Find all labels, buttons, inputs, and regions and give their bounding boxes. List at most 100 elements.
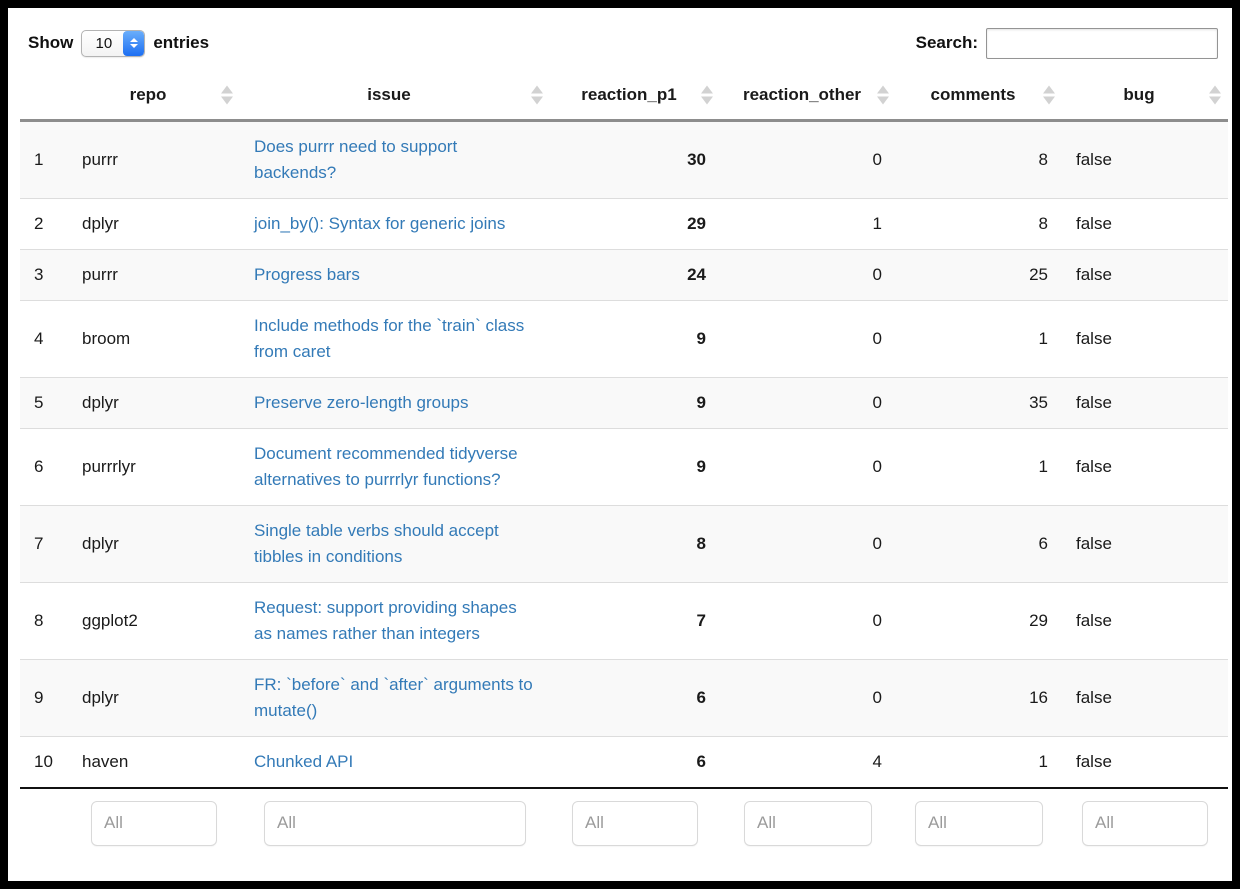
issue-link[interactable]: Request: support providing shapes as nam… xyxy=(254,597,517,643)
reaction-other-cell: 0 xyxy=(720,376,896,428)
column-header-repo[interactable]: repo xyxy=(68,72,240,122)
reaction-p1-cell: 7 xyxy=(550,581,720,659)
filter-cell-rownum xyxy=(20,787,68,858)
reaction-other-cell: 0 xyxy=(720,299,896,377)
sort-both-icon xyxy=(531,85,543,105)
bug-cell: false xyxy=(1062,735,1228,789)
rownum-cell: 4 xyxy=(20,299,68,377)
issue-link[interactable]: FR: `before` and `after` arguments to mu… xyxy=(254,674,533,720)
bug-cell: false xyxy=(1062,504,1228,582)
rownum-cell: 10 xyxy=(20,735,68,789)
table-row: 4 broom Include methods for the `train` … xyxy=(20,299,1228,377)
column-header-issue[interactable]: issue xyxy=(240,72,550,122)
bug-cell: false xyxy=(1062,427,1228,505)
table-filter-row xyxy=(20,787,1228,858)
bug-cell: false xyxy=(1062,197,1228,249)
issue-link[interactable]: Progress bars xyxy=(254,264,360,284)
repo-cell: purrr xyxy=(68,248,240,300)
column-header-reaction-p1[interactable]: reaction_p1 xyxy=(550,72,720,122)
column-header-label: reaction_p1 xyxy=(581,85,677,105)
filter-input-bug[interactable] xyxy=(1082,800,1208,846)
table-row: 2 dplyr join_by(): Syntax for generic jo… xyxy=(20,197,1228,249)
search-input[interactable] xyxy=(986,27,1218,59)
table-row: 10 haven Chunked API 6 4 1 false xyxy=(20,735,1228,789)
bug-cell: false xyxy=(1062,248,1228,300)
sort-both-icon xyxy=(1209,85,1221,105)
bug-cell: false xyxy=(1062,658,1228,736)
filter-row xyxy=(20,787,1228,858)
repo-cell: purrrlyr xyxy=(68,427,240,505)
bug-cell: false xyxy=(1062,299,1228,377)
table-header: repo issue reaction_p1 reaction_other xyxy=(20,72,1228,122)
sort-both-icon xyxy=(1043,85,1055,105)
issue-link[interactable]: Single table verbs should accept tibbles… xyxy=(254,520,499,566)
filter-input-repo[interactable] xyxy=(91,800,217,846)
column-header-label: repo xyxy=(129,85,167,105)
reaction-other-cell: 0 xyxy=(720,504,896,582)
header-row: repo issue reaction_p1 reaction_other xyxy=(20,72,1228,122)
reaction-p1-cell: 9 xyxy=(550,299,720,377)
reaction-other-cell: 0 xyxy=(720,427,896,505)
issue-link[interactable]: Chunked API xyxy=(254,751,354,771)
page-length-select[interactable]: 10 xyxy=(81,29,146,57)
reaction-other-cell: 0 xyxy=(720,248,896,300)
column-header-label: issue xyxy=(367,85,411,105)
entries-label: entries xyxy=(153,33,210,52)
reaction-p1-cell: 9 xyxy=(550,427,720,505)
issue-link[interactable]: Document recommended tidyverse alternati… xyxy=(254,443,518,489)
repo-cell: dplyr xyxy=(68,376,240,428)
table-row: 1 purrr Does purrr need to support backe… xyxy=(20,120,1228,198)
repo-cell: purrr xyxy=(82,149,118,169)
column-header-bug[interactable]: bug xyxy=(1062,72,1228,122)
reaction-p1-cell: 29 xyxy=(550,197,720,249)
repo-cell: dplyr xyxy=(68,197,240,249)
reaction-other-cell: 0 xyxy=(872,149,882,169)
column-header-label: reaction_other xyxy=(742,85,862,105)
reaction-other-cell: 0 xyxy=(720,581,896,659)
reaction-p1-cell: 24 xyxy=(550,248,720,300)
repo-cell: haven xyxy=(68,735,240,789)
rownum-cell: 5 xyxy=(20,376,68,428)
reaction-other-cell: 4 xyxy=(720,735,896,789)
comments-cell: 16 xyxy=(896,658,1062,736)
repo-cell: dplyr xyxy=(68,504,240,582)
reaction-p1-cell: 6 xyxy=(550,735,720,789)
issue-link[interactable]: join_by(): Syntax for generic joins xyxy=(254,213,506,233)
rownum-cell: 9 xyxy=(20,658,68,736)
table-controls: Show 10 entries Search: xyxy=(20,22,1220,64)
column-header-label: bug xyxy=(1123,85,1155,105)
datatable-wrapper: Show 10 entries Search: xyxy=(8,8,1232,858)
issues-table: repo issue reaction_p1 reaction_other xyxy=(20,72,1228,858)
rownum-cell: 8 xyxy=(20,581,68,659)
repo-cell: broom xyxy=(68,299,240,377)
issue-link[interactable]: Preserve zero-length groups xyxy=(254,392,469,412)
select-stepper-icon xyxy=(123,30,145,56)
comments-cell: 35 xyxy=(896,376,1062,428)
rownum-cell: 1 xyxy=(34,149,44,169)
column-header-reaction-other[interactable]: reaction_other xyxy=(720,72,896,122)
reaction-p1-cell: 9 xyxy=(550,376,720,428)
reaction-p1-cell: 6 xyxy=(550,658,720,736)
page-length-value: 10 xyxy=(95,34,113,52)
column-header-rownum xyxy=(20,72,68,122)
column-header-comments[interactable]: comments xyxy=(896,72,1062,122)
issue-link[interactable]: Does purrr need to support backends? xyxy=(254,136,458,182)
filter-input-reaction-other[interactable] xyxy=(744,800,872,846)
reaction-p1-cell: 8 xyxy=(550,504,720,582)
table-row: 5 dplyr Preserve zero-length groups 9 0 … xyxy=(20,376,1228,428)
bug-cell: false xyxy=(1076,149,1112,169)
table-row: 9 dplyr FR: `before` and `after` argumen… xyxy=(20,658,1228,736)
comments-cell: 1 xyxy=(896,299,1062,377)
filter-input-comments[interactable] xyxy=(915,800,1043,846)
sort-both-icon xyxy=(701,85,713,105)
comments-cell: 8 xyxy=(1038,149,1048,169)
table-row: 6 purrrlyr Document recommended tidyvers… xyxy=(20,427,1228,505)
filter-input-issue[interactable] xyxy=(264,800,526,846)
rownum-cell: 7 xyxy=(20,504,68,582)
issue-link[interactable]: Include methods for the `train` class fr… xyxy=(254,315,525,361)
filter-input-reaction-p1[interactable] xyxy=(572,800,698,846)
table-row: 8 ggplot2 Request: support providing sha… xyxy=(20,581,1228,659)
search-control: Search: xyxy=(916,27,1218,59)
table-row: 3 purrr Progress bars 24 0 25 false xyxy=(20,248,1228,300)
repo-cell: dplyr xyxy=(68,658,240,736)
